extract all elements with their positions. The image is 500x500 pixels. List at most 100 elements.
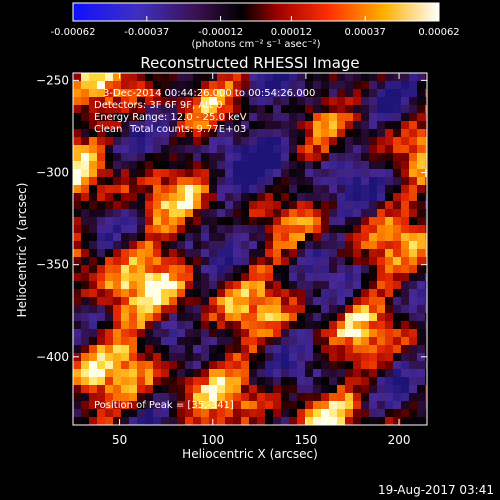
heatmap-pixel	[377, 129, 385, 137]
heatmap-pixel	[297, 105, 305, 113]
heatmap-pixel	[209, 369, 217, 377]
heatmap-pixel	[73, 289, 81, 297]
heatmap-pixel	[217, 377, 225, 385]
heatmap-pixel	[241, 89, 249, 97]
heatmap-pixel	[81, 137, 89, 145]
heatmap-pixel	[97, 81, 105, 89]
heatmap-pixel	[313, 273, 321, 281]
heatmap-pixel	[153, 273, 161, 281]
heatmap-pixel	[201, 217, 209, 225]
heatmap-pixel	[337, 257, 345, 265]
heatmap-pixel	[129, 113, 137, 121]
heatmap-pixel	[73, 185, 81, 193]
heatmap-pixel	[137, 353, 145, 361]
heatmap-pixel	[297, 121, 305, 129]
heatmap-pixel	[81, 321, 89, 329]
heatmap-pixel	[161, 377, 169, 385]
heatmap-pixel	[145, 305, 153, 313]
heatmap-pixel	[233, 137, 241, 145]
heatmap-pixel	[201, 369, 209, 377]
heatmap-pixel	[273, 369, 281, 377]
heatmap-pixel	[217, 297, 225, 305]
heatmap-pixel	[281, 337, 289, 345]
heatmap-pixel	[177, 297, 185, 305]
heatmap-pixel	[193, 225, 201, 233]
heatmap-pixel	[145, 89, 153, 97]
heatmap-pixel	[321, 297, 329, 305]
heatmap-pixel	[225, 137, 233, 145]
heatmap-pixel	[393, 233, 401, 241]
heatmap-pixel	[89, 233, 97, 241]
heatmap-pixel	[401, 241, 409, 249]
heatmap-pixel	[73, 361, 81, 369]
heatmap-pixel	[329, 153, 337, 161]
heatmap-pixel	[337, 321, 345, 329]
heatmap-pixel	[113, 105, 121, 113]
heatmap-pixel	[345, 417, 353, 425]
y-tick-label: −250	[36, 73, 69, 87]
heatmap-pixel	[145, 297, 153, 305]
heatmap-pixel	[425, 137, 427, 145]
heatmap-pixel	[153, 385, 161, 393]
heatmap-pixel	[257, 249, 265, 257]
heatmap-pixel	[97, 97, 105, 105]
heatmap-pixel	[121, 161, 129, 169]
heatmap-pixel	[401, 345, 409, 353]
heatmap-pixel	[129, 209, 137, 217]
heatmap-pixel	[305, 289, 313, 297]
heatmap-pixel	[121, 353, 129, 361]
heatmap-pixel	[257, 177, 265, 185]
heatmap-pixel	[345, 225, 353, 233]
heatmap-pixel	[241, 369, 249, 377]
heatmap-pixel	[353, 297, 361, 305]
heatmap-pixel	[193, 281, 201, 289]
heatmap-pixel	[345, 401, 353, 409]
heatmap-pixel	[145, 81, 153, 89]
heatmap-pixel	[297, 113, 305, 121]
heatmap-pixel	[353, 81, 361, 89]
heatmap-pixel	[353, 257, 361, 265]
heatmap-pixel	[129, 233, 137, 241]
heatmap-pixel	[345, 145, 353, 153]
heatmap-pixel	[89, 369, 97, 377]
heatmap-pixel	[97, 265, 105, 273]
heatmap-pixel	[73, 265, 81, 273]
heatmap-pixel	[369, 265, 377, 273]
heatmap-pixel	[233, 177, 241, 185]
heatmap-pixel	[169, 345, 177, 353]
heatmap-pixel	[313, 153, 321, 161]
heatmap-pixel	[153, 105, 161, 113]
heatmap-pixel	[153, 121, 161, 129]
heatmap-pixel	[121, 265, 129, 273]
heatmap-pixel	[73, 105, 81, 113]
heatmap-pixel	[313, 137, 321, 145]
heatmap-pixel	[329, 81, 337, 89]
heatmap-pixel	[241, 129, 249, 137]
heatmap-pixel	[417, 281, 425, 289]
heatmap-pixel	[385, 249, 393, 257]
heatmap-pixel	[313, 289, 321, 297]
heatmap-pixel	[121, 345, 129, 353]
heatmap-pixel	[401, 177, 409, 185]
heatmap-pixel	[217, 345, 225, 353]
heatmap-pixel	[345, 177, 353, 185]
heatmap-pixel	[129, 185, 137, 193]
heatmap-pixel	[289, 241, 297, 249]
heatmap-pixel	[153, 233, 161, 241]
heatmap-pixel	[225, 241, 233, 249]
heatmap-pixel	[97, 105, 105, 113]
heatmap-pixel	[369, 185, 377, 193]
heatmap-pixel	[185, 289, 193, 297]
heatmap-pixel	[129, 137, 137, 145]
heatmap-pixel	[281, 193, 289, 201]
heatmap-pixel	[257, 137, 265, 145]
heatmap-pixel	[105, 145, 113, 153]
heatmap-pixel	[361, 153, 369, 161]
heatmap-pixel	[113, 89, 121, 97]
heatmap-pixel	[337, 129, 345, 137]
heatmap-pixel	[121, 121, 129, 129]
heatmap-pixel	[281, 257, 289, 265]
heatmap-pixel	[273, 81, 281, 89]
heatmap-pixel	[153, 337, 161, 345]
heatmap-pixel	[377, 393, 385, 401]
